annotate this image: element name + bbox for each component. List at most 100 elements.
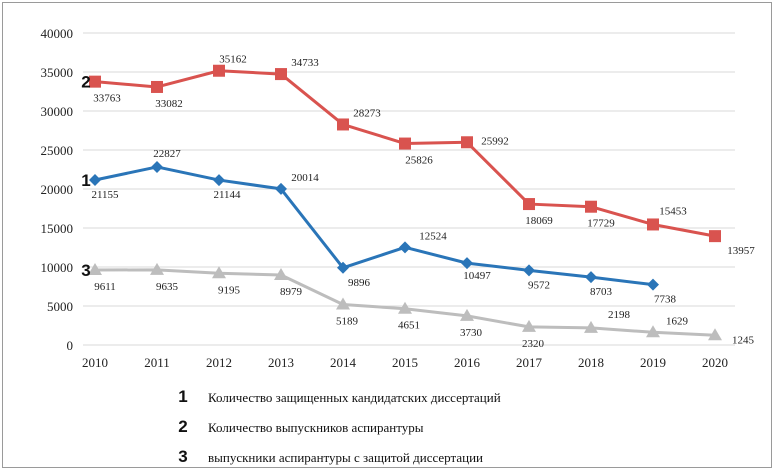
- data-point: [398, 301, 412, 314]
- data-point: [89, 75, 101, 88]
- data-label: 15453: [659, 205, 687, 217]
- data-label: 3730: [460, 327, 483, 339]
- data-label: 9572: [528, 279, 550, 291]
- data-point: [213, 174, 225, 187]
- x-tick-label: 2011: [144, 355, 170, 370]
- data-point: [150, 262, 164, 275]
- series-line-1: [94, 165, 654, 287]
- data-point: [647, 278, 659, 291]
- data-point: [647, 218, 659, 231]
- x-tick-label: 2016: [454, 355, 481, 370]
- x-tick-label: 2017: [516, 355, 543, 370]
- data-label: 9611: [94, 281, 116, 293]
- data-point: [585, 271, 597, 284]
- data-point: [646, 325, 660, 338]
- y-tick-label: 20000: [41, 182, 74, 197]
- x-tick-label: 2019: [640, 355, 666, 370]
- data-label: 18069: [525, 215, 553, 227]
- data-label: 12524: [419, 230, 447, 242]
- y-axis: 0 5000 10000 15000 20000 25000 30000 35000 40000: [41, 26, 74, 353]
- data-point: [584, 320, 598, 333]
- data-label: 9635: [156, 281, 179, 293]
- y-tick-label: 5000: [47, 299, 73, 314]
- legend-entry: Количество защищенных кандидатских диссе…: [208, 390, 501, 405]
- data-label: 21144: [213, 189, 241, 201]
- data-point: [708, 328, 722, 341]
- series-2: 33763 33082 35162 34733 28273 25826 25992 18069…: [89, 54, 755, 257]
- data-point: [399, 137, 411, 150]
- data-label: 9195: [218, 284, 241, 296]
- data-label: 25826: [405, 155, 433, 167]
- y-tick-label: 35000: [41, 65, 74, 80]
- data-point: [151, 160, 163, 173]
- series-number-3: 3: [81, 261, 90, 280]
- data-label: 25992: [481, 135, 509, 147]
- data-point: [522, 319, 536, 332]
- x-tick-label: 2018: [578, 355, 604, 370]
- data-point: [399, 241, 411, 254]
- data-point: [460, 308, 474, 321]
- data-label: 2198: [608, 309, 631, 321]
- data-label: 21155: [91, 189, 119, 201]
- series-number-2: 2: [81, 73, 90, 92]
- data-label: 35162: [219, 54, 247, 66]
- y-tick-label: 15000: [41, 221, 74, 236]
- y-tick-label: 10000: [41, 260, 74, 275]
- data-label: 7738: [654, 294, 677, 306]
- x-tick-label: 2012: [206, 355, 232, 370]
- data-label: 17729: [587, 218, 615, 230]
- data-label: 22827: [153, 148, 181, 160]
- data-label: 8979: [280, 286, 303, 298]
- data-point: [461, 257, 473, 270]
- y-tick-label: 30000: [41, 104, 74, 119]
- data-point: [523, 264, 535, 277]
- x-tick-label: 2015: [392, 355, 418, 370]
- series-group: 21155 22827 21144 20014 9896 12524 10497 9572 87…: [88, 54, 755, 350]
- data-point: [585, 200, 597, 213]
- data-point: [151, 80, 163, 93]
- data-label: 5189: [336, 316, 359, 328]
- data-point: [274, 267, 288, 280]
- data-point: [89, 173, 101, 186]
- data-label: 8703: [590, 286, 613, 298]
- data-point: [709, 230, 721, 243]
- series-3: 9611 9635 9195 8979 5189 4651 3730 2320 2198 1629…: [88, 262, 755, 350]
- data-point: [336, 297, 350, 310]
- data-point: [337, 261, 349, 274]
- legend-number: 1: [178, 387, 187, 406]
- data-point: [275, 68, 287, 81]
- data-label: 1245: [732, 334, 755, 346]
- legend-number: 3: [178, 447, 187, 466]
- x-tick-label: 2020: [702, 355, 728, 370]
- series-number-labels: 1 2 3: [81, 73, 90, 280]
- data-point: [523, 198, 535, 211]
- series-number-1: 1: [81, 171, 90, 190]
- data-label: 10497: [463, 270, 491, 282]
- y-tick-label: 0: [67, 338, 74, 353]
- data-point: [337, 118, 349, 131]
- x-tick-label: 2013: [268, 355, 294, 370]
- data-label: 28273: [353, 107, 381, 119]
- legend: 1 Количество защищенных кандидатских дисс…: [178, 387, 500, 466]
- legend-number: 2: [178, 417, 187, 436]
- data-label: 1629: [666, 315, 689, 327]
- y-tick-label: 25000: [41, 143, 74, 158]
- data-label: 33763: [93, 93, 121, 105]
- data-point: [461, 136, 473, 149]
- data-label: 33082: [155, 98, 183, 110]
- legend-entry: Количество выпускников аспирантуры: [208, 420, 424, 435]
- data-label: 9896: [348, 277, 371, 289]
- data-point: [213, 64, 225, 77]
- data-point: [212, 266, 226, 279]
- x-axis: 2010 2011 2012 2013 2014 2015 2016 2017 2018 2019…: [82, 355, 728, 370]
- data-point: [275, 182, 287, 195]
- data-label: 2320: [522, 338, 545, 350]
- series-line-2: [94, 69, 716, 238]
- x-tick-label: 2010: [82, 355, 108, 370]
- grid-lines: [83, 32, 735, 346]
- data-label: 34733: [291, 57, 319, 69]
- data-label: 4651: [398, 320, 420, 332]
- x-tick-label: 2014: [330, 355, 357, 370]
